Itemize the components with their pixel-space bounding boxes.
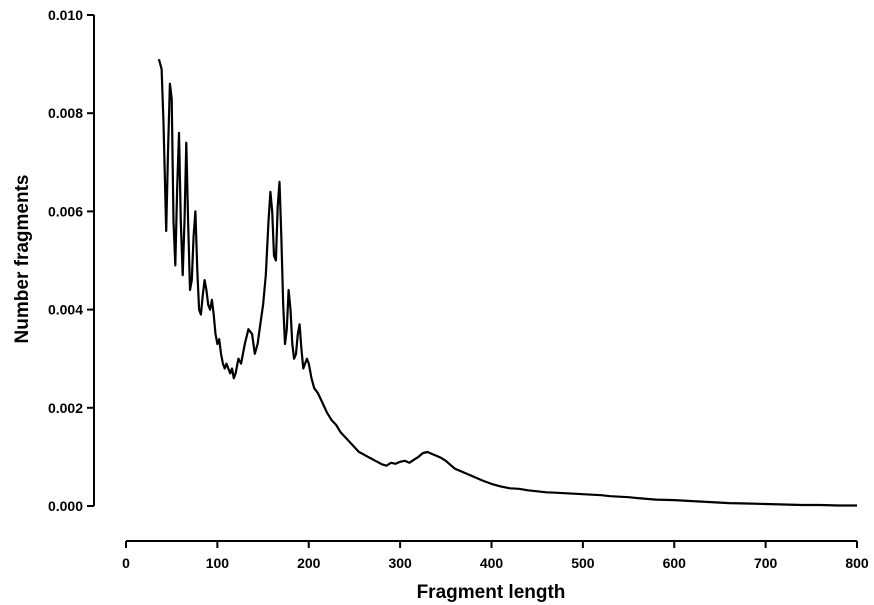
x-tick-label: 200 — [297, 555, 321, 571]
y-tick-label: 0.004 — [48, 302, 83, 318]
y-tick-label: 0.002 — [48, 400, 83, 416]
y-tick-label: 0.008 — [48, 105, 83, 121]
series-line-0 — [157, 58, 857, 507]
y-tick-label: 0.000 — [48, 498, 83, 514]
y-tick-label: 0.010 — [48, 7, 83, 23]
y-axis: 0.000 0.002 0.004 0.006 0.008 0.010 — [48, 7, 95, 514]
y-tick-label: 0.006 — [48, 203, 83, 219]
x-axis: 0 100 200 300 400 500 600 700 800 — [122, 540, 869, 571]
x-tick-label: 100 — [206, 555, 230, 571]
x-tick-label: 300 — [388, 555, 412, 571]
x-tick-label: 0 — [122, 555, 130, 571]
x-tick-label: 500 — [571, 555, 595, 571]
x-tick-label: 400 — [480, 555, 504, 571]
x-tick-label: 800 — [845, 555, 869, 571]
plot-area — [157, 58, 857, 507]
x-axis-title: Fragment length — [417, 582, 566, 603]
x-tick-label: 600 — [663, 555, 687, 571]
x-tick-label: 700 — [754, 555, 778, 571]
y-axis-title: Number fragments — [12, 175, 33, 344]
